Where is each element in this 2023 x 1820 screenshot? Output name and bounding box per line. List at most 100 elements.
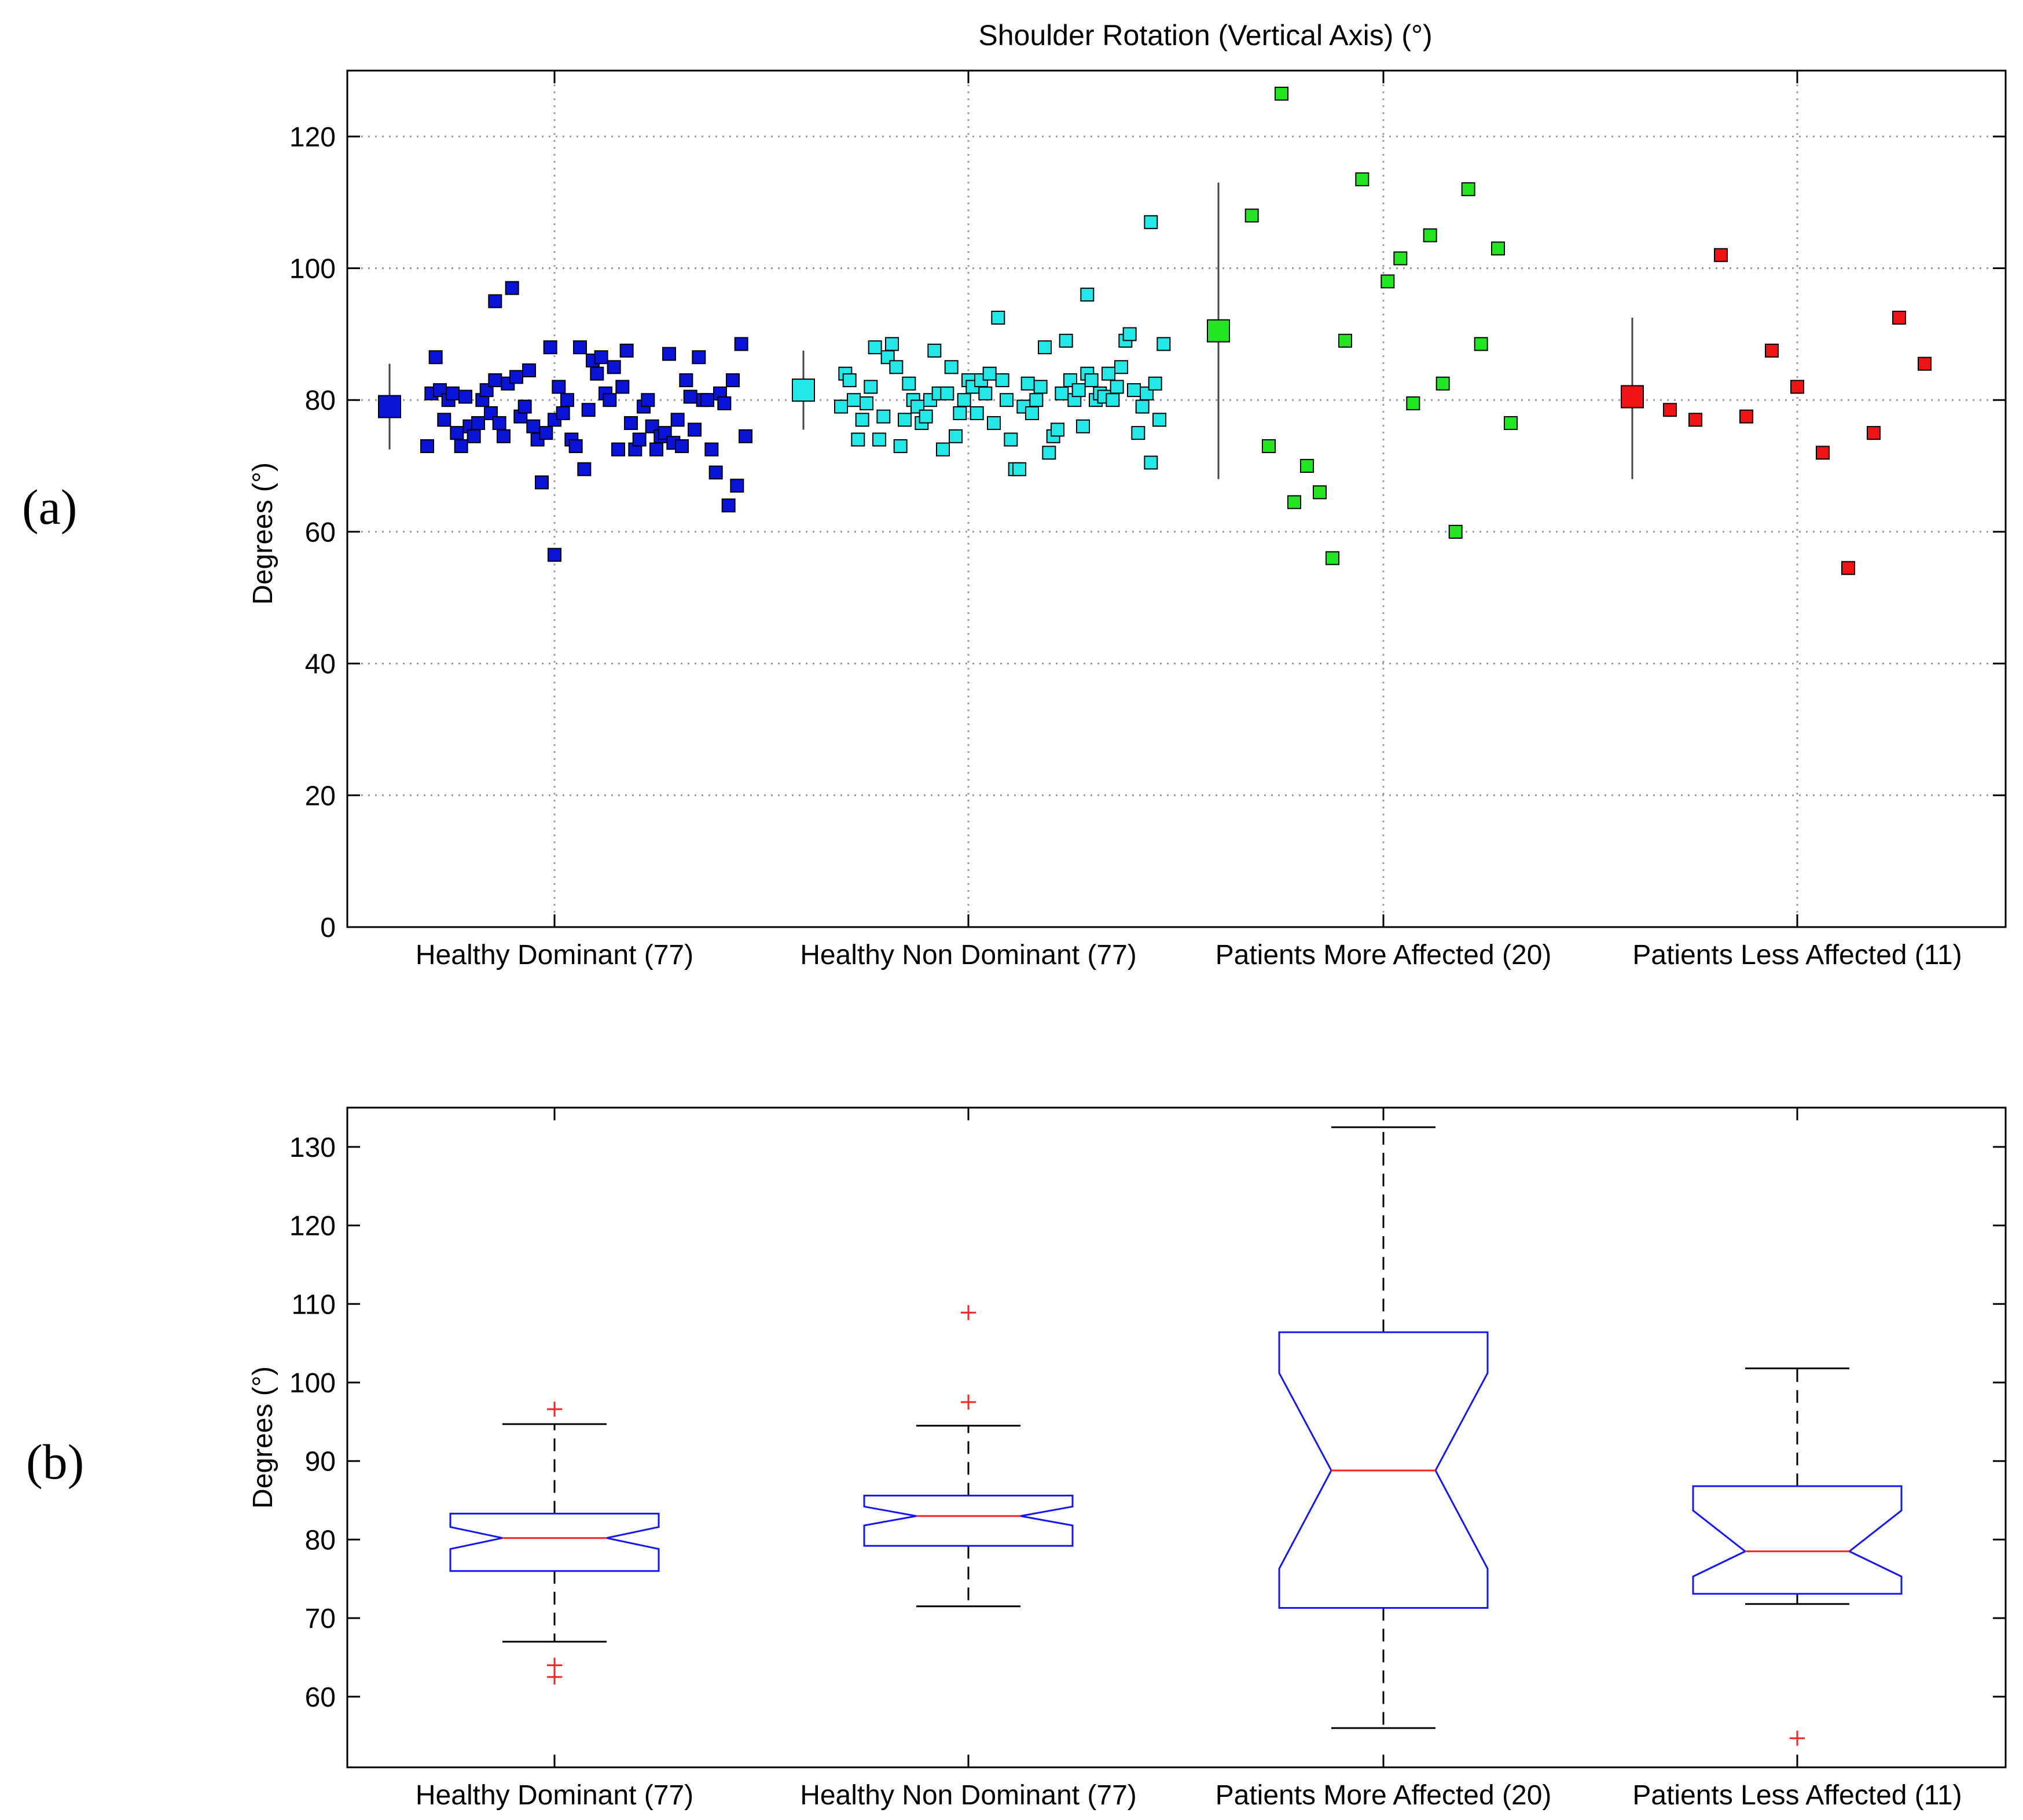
data-point [734,337,748,351]
data-point [704,442,719,457]
data-point [1491,241,1505,256]
data-point [526,419,541,433]
data-point [679,373,693,388]
data-point [730,479,744,493]
x-tick-label: Patients More Affected (20) [1216,940,1552,970]
data-point [1051,422,1064,437]
data-point [902,376,916,391]
data-point [842,373,857,388]
data-point [437,413,451,427]
data-point [1714,248,1728,262]
data-point [1423,228,1437,242]
x-tick-label: Healthy Non Dominant (77) [800,1780,1137,1811]
data-point [860,396,873,410]
data-point [847,393,861,407]
data-point [940,386,954,400]
data-point [675,439,689,453]
data-point [1144,215,1158,229]
data-point [1892,310,1906,325]
data-point [619,343,634,358]
data-point [568,439,583,453]
data-point [970,406,984,420]
outlier-marker [547,1669,562,1685]
data-point [1918,356,1932,371]
data-point [1393,251,1408,266]
data-point [1313,485,1327,499]
data-point [611,442,625,457]
y-tick-label: 0 [320,913,336,943]
y-tick-label: 100 [289,254,336,285]
data-point [556,406,570,420]
panel-b: 60 70 80 90 100 110 120 130 Healthy Dominant (77… [26,1106,2007,1811]
data-point [450,426,464,440]
data-point [995,373,1009,388]
panel-a: 0 20 40 60 80 100 120 Healthy Dominant (77) Heal… [22,19,2007,970]
data-point [982,366,997,381]
data-point [590,366,604,381]
data-point [936,442,950,457]
data-point [539,426,553,440]
data-point [1059,333,1073,348]
data-point [522,363,536,377]
y-tick-label: 20 [305,781,336,811]
outlier-marker [547,1402,562,1417]
data-point [458,389,472,404]
notched-box [1278,1331,1489,1609]
data-point [893,439,908,453]
y-tick-label: 80 [305,385,336,416]
data-point [1076,419,1090,433]
data-point [1448,524,1463,539]
y-tick-label: 110 [291,1289,336,1320]
mean-marker [378,395,401,418]
y-tick-label: 70 [305,1604,336,1634]
data-point [1504,416,1518,431]
data-point [1355,172,1370,186]
y-tick-label: 120 [289,122,336,153]
data-point [1156,337,1171,351]
data-point [1461,182,1475,196]
data-point [1038,340,1052,355]
data-point [717,396,732,410]
data-point [420,439,434,453]
data-point [488,294,502,308]
data-point [700,393,714,407]
y-tick-label: 90 [305,1447,336,1477]
data-point [1025,406,1039,420]
data-point [454,439,468,453]
data-point [446,386,460,400]
x-tick-label: Healthy Dominant (77) [416,1780,693,1811]
data-point [497,429,511,443]
data-point [1135,399,1150,414]
axes-frame [346,69,2007,928]
y-tick-label: 60 [305,517,336,548]
notched-box [1692,1485,1903,1595]
x-tick-label: Patients Less Affected (11) [1632,1780,1962,1811]
data-point [949,429,963,443]
data-point [953,406,967,420]
data-point [868,340,882,355]
data-point [603,393,617,407]
data-point [1131,426,1145,440]
axes-frame [346,1106,2007,1768]
data-point [927,343,942,358]
data-point [1033,380,1048,394]
outlier-marker [961,1305,976,1321]
data-point [1406,396,1420,410]
data-point [1110,380,1124,394]
data-point [1106,393,1120,407]
data-point [577,462,592,476]
data-point [467,429,481,443]
data-point [1287,495,1301,509]
notched-box [863,1494,1074,1547]
data-point [855,413,869,427]
data-point [581,403,596,417]
x-tick-label: Healthy Dominant (77) [416,940,693,970]
panel-label-a: (a) [22,479,77,535]
data-point [739,429,752,443]
data-point [957,393,971,407]
data-point [1148,376,1162,391]
data-point [1042,446,1056,460]
data-point [662,347,676,361]
data-point [560,393,574,407]
